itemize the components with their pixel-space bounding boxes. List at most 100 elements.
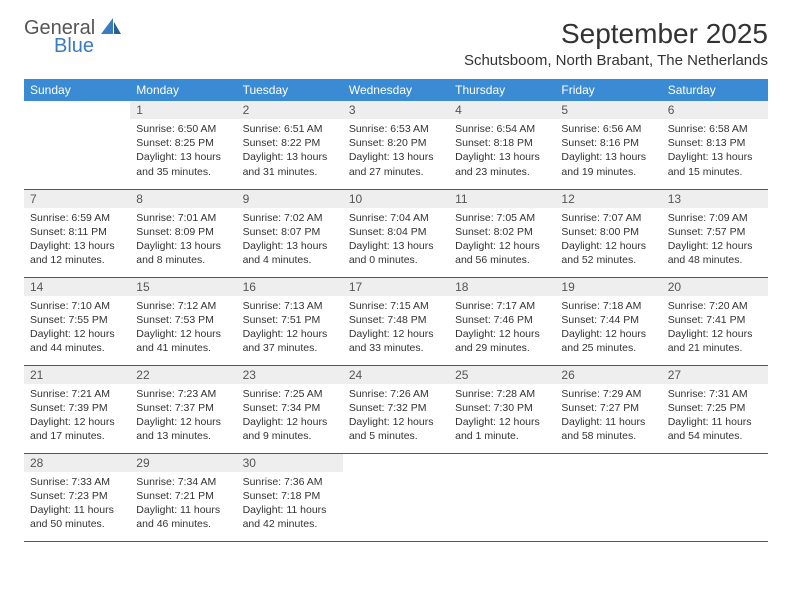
title-block: September 2025 Schutsboom, North Brabant… [464,18,768,69]
sunrise-line: Sunrise: 7:33 AM [30,475,124,489]
day-cell: 29Sunrise: 7:34 AMSunset: 7:21 PMDayligh… [130,453,236,541]
sunset-line: Sunset: 7:30 PM [455,401,549,415]
day-body: Sunrise: 6:54 AMSunset: 8:18 PMDaylight:… [449,119,555,183]
daylight-line: and 8 minutes. [136,253,230,267]
daylight-line: and 4 minutes. [243,253,337,267]
daylight-line: and 21 minutes. [668,341,762,355]
sunrise-line: Sunrise: 7:07 AM [561,211,655,225]
sunset-line: Sunset: 7:23 PM [30,489,124,503]
sunset-line: Sunset: 8:04 PM [349,225,443,239]
daylight-line: Daylight: 13 hours [243,239,337,253]
daylight-line: Daylight: 12 hours [561,327,655,341]
sunrise-line: Sunrise: 7:23 AM [136,387,230,401]
day-body: Sunrise: 7:18 AMSunset: 7:44 PMDaylight:… [555,296,661,360]
day-cell: 5Sunrise: 6:56 AMSunset: 8:16 PMDaylight… [555,101,661,189]
daylight-line: and 5 minutes. [349,429,443,443]
sunset-line: Sunset: 7:39 PM [30,401,124,415]
day-cell [555,453,661,541]
dow-friday: Friday [555,79,661,101]
day-cell: 16Sunrise: 7:13 AMSunset: 7:51 PMDayligh… [237,277,343,365]
daylight-line: and 19 minutes. [561,165,655,179]
day-cell [343,453,449,541]
sunrise-line: Sunrise: 7:25 AM [243,387,337,401]
day-body: Sunrise: 7:02 AMSunset: 8:07 PMDaylight:… [237,208,343,272]
day-number: 13 [662,190,768,208]
sunrise-line: Sunrise: 7:09 AM [668,211,762,225]
daylight-line: and 56 minutes. [455,253,549,267]
day-body: Sunrise: 6:50 AMSunset: 8:25 PMDaylight:… [130,119,236,183]
sunrise-line: Sunrise: 7:20 AM [668,299,762,313]
location: Schutsboom, North Brabant, The Netherlan… [464,52,768,69]
sunset-line: Sunset: 8:09 PM [136,225,230,239]
day-cell: 6Sunrise: 6:58 AMSunset: 8:13 PMDaylight… [662,101,768,189]
day-number: 16 [237,278,343,296]
day-number: 21 [24,366,130,384]
sunrise-line: Sunrise: 7:01 AM [136,211,230,225]
sunset-line: Sunset: 7:44 PM [561,313,655,327]
sunset-line: Sunset: 7:25 PM [668,401,762,415]
day-cell: 18Sunrise: 7:17 AMSunset: 7:46 PMDayligh… [449,277,555,365]
daylight-line: and 23 minutes. [455,165,549,179]
logo-sail-icon [101,18,121,34]
sunrise-line: Sunrise: 7:05 AM [455,211,549,225]
dow-wednesday: Wednesday [343,79,449,101]
day-cell: 27Sunrise: 7:31 AMSunset: 7:25 PMDayligh… [662,365,768,453]
day-cell: 19Sunrise: 7:18 AMSunset: 7:44 PMDayligh… [555,277,661,365]
day-cell: 20Sunrise: 7:20 AMSunset: 7:41 PMDayligh… [662,277,768,365]
day-number: 24 [343,366,449,384]
sunrise-line: Sunrise: 7:15 AM [349,299,443,313]
daylight-line: and 9 minutes. [243,429,337,443]
sunset-line: Sunset: 7:57 PM [668,225,762,239]
sunrise-line: Sunrise: 6:54 AM [455,122,549,136]
daylight-line: and 48 minutes. [668,253,762,267]
sunrise-line: Sunrise: 6:59 AM [30,211,124,225]
day-body: Sunrise: 7:33 AMSunset: 7:23 PMDaylight:… [24,472,130,536]
day-number: 27 [662,366,768,384]
sunrise-line: Sunrise: 6:53 AM [349,122,443,136]
day-number: 19 [555,278,661,296]
sunrise-line: Sunrise: 7:21 AM [30,387,124,401]
daylight-line: Daylight: 12 hours [455,415,549,429]
daylight-line: and 41 minutes. [136,341,230,355]
daylight-line: Daylight: 13 hours [30,239,124,253]
daylight-line: and 31 minutes. [243,165,337,179]
day-body: Sunrise: 7:01 AMSunset: 8:09 PMDaylight:… [130,208,236,272]
daylight-line: and 54 minutes. [668,429,762,443]
day-cell: 21Sunrise: 7:21 AMSunset: 7:39 PMDayligh… [24,365,130,453]
day-number: 23 [237,366,343,384]
sunrise-line: Sunrise: 7:29 AM [561,387,655,401]
daylight-line: Daylight: 13 hours [455,150,549,164]
sunrise-line: Sunrise: 6:50 AM [136,122,230,136]
day-number: 12 [555,190,661,208]
daylight-line: and 15 minutes. [668,165,762,179]
daylight-line: Daylight: 13 hours [136,239,230,253]
day-cell: 26Sunrise: 7:29 AMSunset: 7:27 PMDayligh… [555,365,661,453]
day-number: 22 [130,366,236,384]
daylight-line: Daylight: 13 hours [349,150,443,164]
daylight-line: Daylight: 12 hours [136,415,230,429]
daylight-line: Daylight: 12 hours [455,327,549,341]
daylight-line: Daylight: 12 hours [455,239,549,253]
sunrise-line: Sunrise: 7:17 AM [455,299,549,313]
daylight-line: Daylight: 11 hours [136,503,230,517]
sunrise-line: Sunrise: 7:36 AM [243,475,337,489]
day-number: 8 [130,190,236,208]
sunset-line: Sunset: 7:48 PM [349,313,443,327]
day-cell: 30Sunrise: 7:36 AMSunset: 7:18 PMDayligh… [237,453,343,541]
day-body: Sunrise: 7:31 AMSunset: 7:25 PMDaylight:… [662,384,768,448]
daylight-line: and 50 minutes. [30,517,124,531]
day-cell: 22Sunrise: 7:23 AMSunset: 7:37 PMDayligh… [130,365,236,453]
sunset-line: Sunset: 8:25 PM [136,136,230,150]
dow-monday: Monday [130,79,236,101]
sunrise-line: Sunrise: 7:26 AM [349,387,443,401]
day-number: 3 [343,101,449,119]
sunset-line: Sunset: 7:51 PM [243,313,337,327]
sunset-line: Sunset: 7:41 PM [668,313,762,327]
header: General Blue September 2025 Schutsboom, … [24,18,768,69]
sunset-line: Sunset: 8:11 PM [30,225,124,239]
sunset-line: Sunset: 8:02 PM [455,225,549,239]
logo-text: General Blue [24,18,121,56]
day-cell [449,453,555,541]
day-body: Sunrise: 7:25 AMSunset: 7:34 PMDaylight:… [237,384,343,448]
day-cell [24,101,130,189]
